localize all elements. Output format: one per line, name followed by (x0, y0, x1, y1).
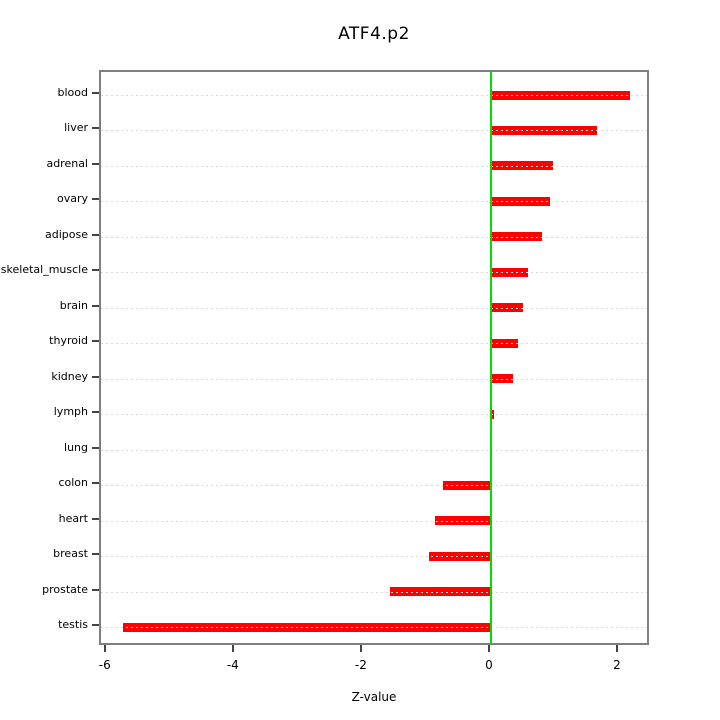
y-category-label: colon (58, 476, 88, 490)
y-category-label: skeletal_muscle (0, 263, 88, 277)
x-tick-label: 0 (485, 658, 493, 672)
gridline-skeletal_muscle (101, 272, 647, 274)
x-tick-label: 2 (613, 658, 621, 672)
y-tick-prostate (92, 588, 99, 591)
y-tick-brain (92, 304, 99, 307)
gridline-liver (101, 130, 647, 132)
gridline-testis (101, 627, 647, 628)
y-tick-lymph (92, 411, 99, 414)
y-category-label: kidney (51, 369, 88, 383)
y-category-label: heart (58, 511, 88, 525)
y-category-label: adrenal (46, 156, 88, 170)
x-tick-2 (615, 645, 618, 652)
x-axis-label: Z-value (351, 690, 397, 704)
x-tick-label: -4 (226, 658, 239, 672)
gridline-adipose (101, 236, 647, 238)
y-category-label: breast (53, 547, 88, 561)
gridline-blood (101, 95, 647, 96)
gridline-lymph (101, 414, 647, 416)
gridline-ovary (101, 201, 647, 203)
gridline-lung (101, 449, 647, 451)
x-tick--6 (103, 645, 106, 652)
gridline-heart (101, 520, 647, 522)
gridline-adrenal (101, 165, 647, 167)
y-category-label: lung (64, 440, 88, 454)
y-tick-skeletal_muscle (92, 269, 99, 272)
y-tick-breast (92, 553, 99, 556)
x-tick--4 (231, 645, 234, 652)
y-tick-liver (92, 127, 99, 130)
chart-title: ATF4.p2 (338, 24, 410, 44)
gridline-brain (101, 307, 647, 309)
zero-reference-line (489, 72, 492, 643)
x-tick--2 (359, 645, 362, 652)
y-tick-ovary (92, 198, 99, 201)
y-tick-testis (92, 624, 99, 626)
x-tick-label: -6 (98, 658, 111, 672)
y-category-label: lymph (53, 405, 88, 419)
x-tick-label: -2 (354, 658, 367, 672)
y-category-label: adipose (45, 227, 88, 241)
gridline-breast (101, 556, 647, 558)
y-tick-thyroid (92, 340, 99, 343)
plot-area (99, 70, 649, 645)
gridline-kidney (101, 378, 647, 380)
y-tick-heart (92, 517, 99, 520)
y-tick-adipose (92, 233, 99, 236)
gridline-prostate (101, 591, 647, 593)
y-category-label: ovary (56, 192, 88, 206)
x-tick-0 (487, 645, 490, 652)
y-category-label: brain (59, 298, 88, 312)
y-category-label: prostate (42, 582, 88, 596)
gridline-colon (101, 485, 647, 487)
y-tick-blood (92, 92, 99, 94)
y-category-label: testis (58, 618, 88, 631)
y-category-label: blood (57, 86, 88, 99)
y-tick-colon (92, 482, 99, 485)
y-tick-adrenal (92, 162, 99, 165)
y-category-label: thyroid (49, 334, 88, 348)
y-category-label: liver (64, 121, 88, 135)
gridline-thyroid (101, 343, 647, 345)
y-tick-kidney (92, 375, 99, 378)
y-tick-lung (92, 446, 99, 449)
